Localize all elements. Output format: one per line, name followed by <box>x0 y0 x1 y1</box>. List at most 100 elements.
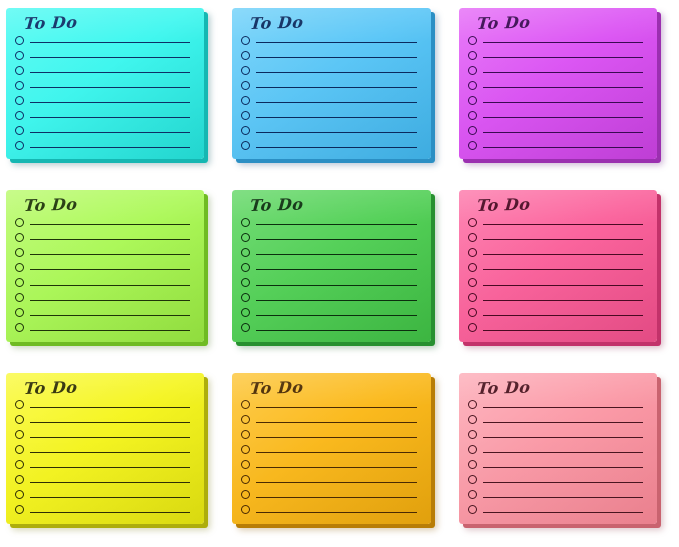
todo-row[interactable] <box>15 504 192 516</box>
write-in-line[interactable] <box>30 299 191 301</box>
write-in-line[interactable] <box>482 329 643 331</box>
write-in-line[interactable] <box>482 481 643 483</box>
todo-row[interactable] <box>15 124 192 136</box>
todo-row[interactable] <box>241 94 418 106</box>
magenta-todo-notepad[interactable]: To Do <box>458 8 657 160</box>
todo-row[interactable] <box>241 49 418 61</box>
todo-row[interactable] <box>15 139 192 151</box>
todo-row[interactable] <box>467 459 645 471</box>
todo-row[interactable] <box>241 34 418 46</box>
todo-row[interactable] <box>467 124 645 136</box>
checkbox-circle-icon[interactable] <box>241 95 251 105</box>
write-in-line[interactable] <box>256 254 417 256</box>
checkbox-circle-icon[interactable] <box>15 35 24 45</box>
checkbox-circle-icon[interactable] <box>15 278 24 288</box>
todo-row[interactable] <box>15 307 192 319</box>
todo-row[interactable] <box>241 139 418 151</box>
checkbox-circle-icon[interactable] <box>15 293 24 303</box>
write-in-line[interactable] <box>30 42 191 43</box>
write-in-line[interactable] <box>256 132 417 134</box>
todo-row[interactable] <box>241 231 418 243</box>
checkbox-circle-icon[interactable] <box>15 323 24 333</box>
checkbox-circle-icon[interactable] <box>467 490 477 500</box>
checkbox-circle-icon[interactable] <box>15 80 24 90</box>
checkbox-circle-icon[interactable] <box>15 445 24 455</box>
write-in-line[interactable] <box>30 284 191 286</box>
write-in-line[interactable] <box>256 406 417 408</box>
checkbox-circle-icon[interactable] <box>467 35 477 45</box>
green-todo-notepad[interactable]: To Do <box>232 190 431 342</box>
todo-row[interactable] <box>241 261 418 273</box>
write-in-line[interactable] <box>30 451 191 453</box>
checkbox-circle-icon[interactable] <box>241 475 251 485</box>
write-in-line[interactable] <box>256 314 417 316</box>
write-in-line[interactable] <box>30 254 191 256</box>
todo-row[interactable] <box>467 94 645 106</box>
checkbox-circle-icon[interactable] <box>467 95 477 105</box>
todo-row[interactable] <box>241 124 418 136</box>
todo-row[interactable] <box>467 504 645 516</box>
checkbox-circle-icon[interactable] <box>467 400 477 410</box>
write-in-line[interactable] <box>482 147 643 149</box>
checkbox-circle-icon[interactable] <box>15 505 24 515</box>
todo-row[interactable] <box>15 216 192 228</box>
write-in-line[interactable] <box>256 299 417 301</box>
write-in-line[interactable] <box>30 132 191 134</box>
todo-row[interactable] <box>15 49 192 61</box>
write-in-line[interactable] <box>482 102 643 104</box>
write-in-line[interactable] <box>482 269 643 271</box>
checkbox-circle-icon[interactable] <box>467 505 477 515</box>
todo-row[interactable] <box>467 34 645 46</box>
todo-row[interactable] <box>467 246 645 258</box>
checkbox-circle-icon[interactable] <box>467 308 477 318</box>
checkbox-circle-icon[interactable] <box>467 262 477 272</box>
write-in-line[interactable] <box>482 451 643 453</box>
checkbox-circle-icon[interactable] <box>15 262 24 272</box>
checkbox-circle-icon[interactable] <box>241 490 251 500</box>
checkbox-circle-icon[interactable] <box>241 110 251 120</box>
write-in-line[interactable] <box>482 436 643 438</box>
todo-row[interactable] <box>241 79 418 91</box>
todo-row[interactable] <box>15 34 192 46</box>
write-in-line[interactable] <box>482 254 643 256</box>
checkbox-circle-icon[interactable] <box>467 125 477 135</box>
checkbox-circle-icon[interactable] <box>467 65 477 75</box>
checkbox-circle-icon[interactable] <box>241 278 251 288</box>
todo-row[interactable] <box>467 277 645 289</box>
todo-row[interactable] <box>15 231 192 243</box>
checkbox-circle-icon[interactable] <box>241 50 251 60</box>
write-in-line[interactable] <box>30 224 191 226</box>
lime-green-todo-notepad[interactable]: To Do <box>6 190 205 342</box>
todo-row[interactable] <box>467 216 645 228</box>
todo-row[interactable] <box>15 109 192 121</box>
write-in-line[interactable] <box>30 511 191 513</box>
write-in-line[interactable] <box>482 421 643 423</box>
write-in-line[interactable] <box>256 436 417 438</box>
write-in-line[interactable] <box>256 421 417 423</box>
todo-row[interactable] <box>467 429 645 441</box>
checkbox-circle-icon[interactable] <box>241 262 251 272</box>
write-in-line[interactable] <box>256 72 417 74</box>
checkbox-circle-icon[interactable] <box>15 490 24 500</box>
write-in-line[interactable] <box>30 72 191 74</box>
todo-row[interactable] <box>467 292 645 304</box>
write-in-line[interactable] <box>256 269 417 271</box>
todo-row[interactable] <box>241 399 418 411</box>
todo-row[interactable] <box>241 444 418 456</box>
todo-row[interactable] <box>15 414 192 426</box>
write-in-line[interactable] <box>482 406 643 408</box>
write-in-line[interactable] <box>256 147 417 149</box>
todo-row[interactable] <box>15 64 192 76</box>
todo-row[interactable] <box>467 307 645 319</box>
light-pink-todo-notepad[interactable]: To Do <box>458 372 657 524</box>
todo-row[interactable] <box>241 216 418 228</box>
write-in-line[interactable] <box>30 421 191 423</box>
todo-row[interactable] <box>15 444 192 456</box>
todo-row[interactable] <box>15 292 192 304</box>
checkbox-circle-icon[interactable] <box>467 445 477 455</box>
todo-row[interactable] <box>241 109 418 121</box>
checkbox-circle-icon[interactable] <box>15 232 24 242</box>
todo-row[interactable] <box>241 292 418 304</box>
write-in-line[interactable] <box>256 284 417 286</box>
todo-row[interactable] <box>467 109 645 121</box>
